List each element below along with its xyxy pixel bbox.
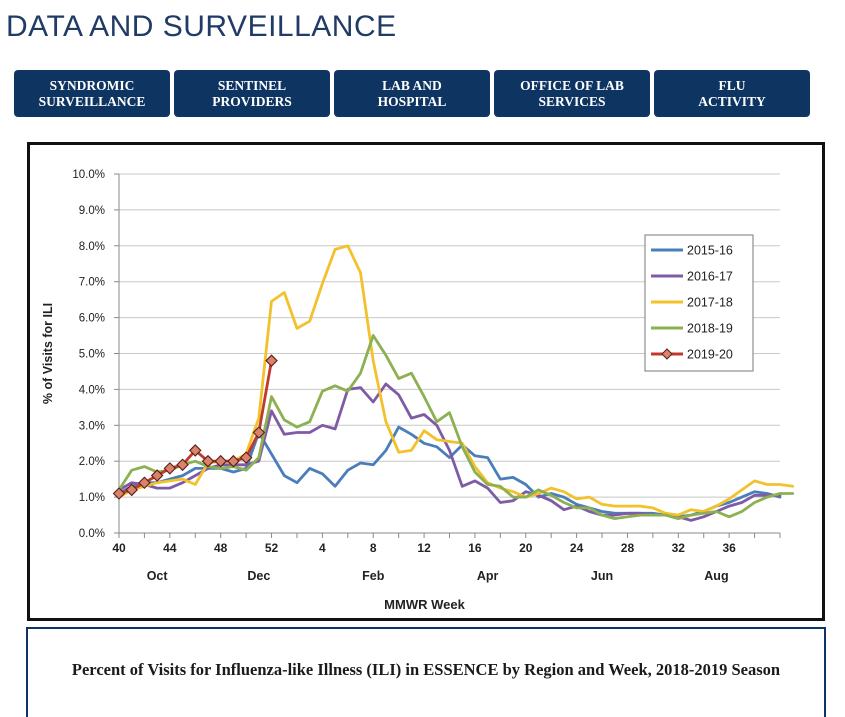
ili-chart-svg: 0.0% 1.0% 2.0% 3.0% 4.0% 5.0% 6.0% 7.0% 8.0% 9.0%… [41, 169, 795, 612]
series-marker-2019-20 [112, 487, 126, 500]
x-tick-label: 20 [519, 541, 533, 555]
x-tick-label: 8 [370, 541, 377, 555]
series-marker-2019-20 [188, 444, 202, 457]
series-marker-2019-20 [138, 476, 151, 490]
series-marker-2019-20 [201, 454, 215, 468]
y-axis-title: % of Visits for ILI [41, 303, 55, 404]
caption-box: Percent of Visits for Influenza-like Ill… [26, 627, 826, 717]
nav-sentinel-providers-button[interactable]: SENTINEL PROVIDERS [174, 70, 330, 117]
month-label: Apr [477, 569, 499, 583]
month-label: Feb [362, 569, 385, 583]
legend-label: 2016-17 [687, 270, 733, 284]
y-tick-label: 9.0% [79, 205, 105, 217]
series-marker-2019-20 [214, 454, 227, 468]
x-tick-label: 24 [570, 541, 584, 555]
y-tick-label: 3.0% [79, 420, 105, 432]
y-tick-label: 2.0% [79, 456, 105, 468]
nav-office-of-lab-services-button[interactable]: OFFICE OF LAB SERVICES [494, 70, 650, 117]
legend-label: 2017-18 [687, 296, 733, 310]
legend-marker [661, 348, 673, 360]
y-tick-label: 7.0% [79, 277, 105, 289]
x-tick-label: 44 [163, 541, 177, 555]
series-marker-2019-20 [265, 354, 278, 367]
x-tick-label: 16 [468, 541, 482, 555]
series-marker-2019-20 [163, 462, 177, 475]
month-label: Dec [247, 569, 270, 583]
y-tick-label: 6.0% [79, 313, 105, 325]
y-tick-label: 1.0% [79, 492, 105, 504]
x-axis-title: MMWR Week [384, 597, 465, 612]
x-tick-label: 32 [672, 541, 686, 555]
y-tick-label: 4.0% [79, 384, 105, 396]
series-line-2016-17 [117, 382, 782, 522]
x-tick-label: 4 [319, 541, 326, 555]
legend-label: 2015-16 [687, 244, 733, 258]
y-tick-label: 10.0% [72, 169, 105, 181]
chart-caption: Percent of Visits for Influenza-like Ill… [71, 660, 781, 679]
x-tick-label: 52 [265, 541, 279, 555]
series-line-2019-20 [117, 359, 273, 495]
y-tick-label: 8.0% [79, 241, 105, 253]
legend-label: 2019-20 [687, 348, 733, 362]
series-line-2018-19 [117, 334, 795, 521]
y-tick-label: 5.0% [79, 349, 105, 361]
nav-lab-and-hospital-button[interactable]: LAB AND HOSPITAL [334, 70, 490, 117]
x-tick-label: 48 [214, 541, 228, 555]
x-tick-label: 12 [417, 541, 431, 555]
nav-bar: SYNDROMIC SURVEILLANCE SENTINEL PROVIDER… [14, 70, 810, 117]
series-marker-2019-20 [176, 458, 189, 472]
x-tick-label: 36 [722, 541, 736, 555]
ili-chart: 0.0% 1.0% 2.0% 3.0% 4.0% 5.0% 6.0% 7.0% 8.0% 9.0%… [27, 142, 825, 621]
series-marker-2019-20 [227, 454, 240, 468]
nav-flu-activity-button[interactable]: FLU ACTIVITY [654, 70, 810, 117]
series-marker-2019-20 [125, 483, 138, 497]
y-tick-label: 0.0% [79, 528, 105, 540]
month-label: Oct [147, 569, 169, 583]
page-title: DATA AND SURVEILLANCE [6, 10, 397, 43]
month-label: Aug [704, 569, 728, 583]
month-label: Jun [591, 569, 613, 583]
x-tick-label: 28 [621, 541, 635, 555]
series-marker-2019-20 [239, 451, 253, 464]
series-marker-2019-20 [252, 426, 266, 439]
series-marker-2019-20 [150, 469, 164, 482]
x-tick-label: 40 [112, 541, 126, 555]
legend-label: 2018-19 [687, 322, 733, 336]
nav-syndromic-surveillance-button[interactable]: SYNDROMIC SURVEILLANCE [14, 70, 170, 117]
